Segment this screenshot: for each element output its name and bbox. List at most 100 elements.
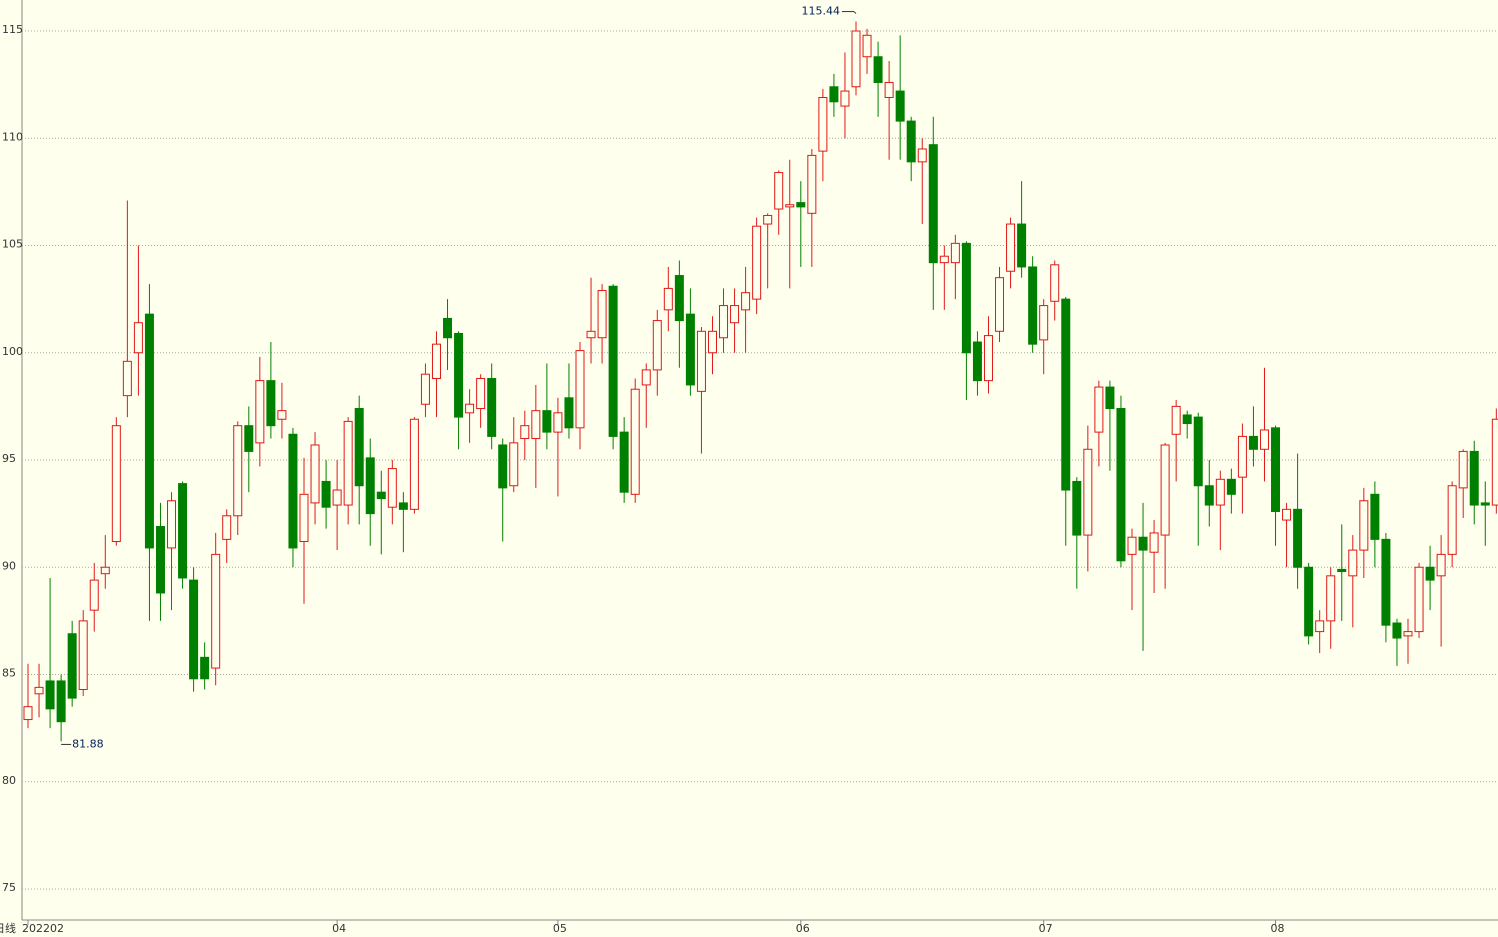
y-tick-label: 80 (2, 774, 16, 787)
candle-body (343, 420, 353, 506)
candle-body (354, 408, 364, 487)
candle-body (774, 172, 784, 210)
candle-body (950, 242, 960, 264)
candle-body (1215, 478, 1225, 506)
candle-body (763, 214, 773, 225)
candle-body (1116, 408, 1126, 562)
candle-body (1127, 536, 1137, 555)
candle-body (1348, 549, 1358, 577)
candle-body (1039, 305, 1049, 341)
candle-body (674, 275, 684, 322)
candle-body (89, 579, 99, 611)
candle-body (1006, 223, 1016, 272)
candle-body (509, 442, 519, 487)
candle-body (1436, 553, 1446, 577)
candle-body (1193, 416, 1203, 487)
candle-body (1072, 480, 1082, 536)
candle-body (167, 500, 177, 549)
candle-body (1182, 414, 1192, 425)
candle-body (332, 489, 342, 506)
candle-body (983, 335, 993, 382)
candle-body (873, 56, 883, 83)
candle-body (531, 410, 541, 440)
y-tick-label: 110 (2, 130, 23, 143)
candle-body (619, 431, 629, 493)
candle-body (1259, 429, 1269, 450)
candle-body (608, 285, 618, 437)
x-tick-label: 06 (796, 922, 810, 935)
candle-body (1138, 536, 1148, 551)
candle-body (862, 34, 872, 58)
candle-body (155, 525, 165, 594)
candle-body (1480, 502, 1490, 506)
candle-body (884, 81, 894, 98)
candle-body (277, 410, 287, 420)
y-tick-label: 85 (2, 667, 16, 680)
y-tick-label: 95 (2, 452, 16, 465)
candle-body (807, 154, 817, 214)
candle-body (78, 620, 88, 691)
candle-body (840, 90, 850, 107)
candle-body (233, 425, 243, 517)
candle-body (961, 242, 971, 354)
annotation: 115.44 (802, 5, 841, 18)
candle-body (498, 444, 508, 489)
candle-body (520, 425, 530, 440)
candle-body (917, 148, 927, 163)
candle-body (1392, 622, 1402, 639)
candle-body (1226, 478, 1236, 495)
candle-body (1028, 266, 1038, 345)
candle-body (222, 515, 232, 540)
candle-body (365, 457, 375, 515)
candle-body (189, 579, 199, 680)
candle-body (465, 403, 475, 414)
candle-body (741, 292, 751, 311)
candle-body (1248, 435, 1258, 450)
candle-body (387, 468, 397, 508)
candle-body (200, 656, 210, 680)
candle-body (487, 377, 497, 437)
y-tick-label: 75 (2, 881, 16, 894)
candle-body (906, 120, 916, 163)
annotation: 81.88 (72, 737, 104, 750)
y-tick-label: 105 (2, 238, 23, 251)
y-tick-label: 115 (2, 23, 23, 36)
candle-body (1171, 405, 1181, 435)
candle-body (1447, 485, 1457, 555)
candle-body (928, 144, 938, 264)
candle-body (796, 202, 806, 208)
candle-body (818, 96, 828, 152)
candle-body (1293, 508, 1303, 568)
candle-body (144, 313, 154, 549)
candle-body (100, 566, 110, 575)
x-tick-label: 202202 (22, 922, 64, 935)
candle-body (1315, 620, 1325, 633)
candle-body (1237, 435, 1247, 478)
candle-body (111, 425, 121, 543)
candle-body (542, 410, 552, 433)
candle-body (1326, 575, 1336, 622)
candle-body (553, 412, 563, 433)
candle-body (1061, 298, 1071, 491)
candle-body (630, 388, 640, 495)
candle-body (34, 686, 44, 695)
candle-body (730, 305, 740, 324)
annotation-arrow (853, 11, 857, 14)
candle-body (376, 491, 386, 500)
candle-body (1370, 493, 1380, 540)
candle-body (564, 397, 574, 429)
candle-body (1160, 444, 1170, 536)
candle-body (133, 322, 143, 354)
candle-body (829, 86, 839, 103)
candle-body (895, 90, 905, 122)
candle-body (1458, 450, 1468, 489)
candle-body (685, 313, 695, 386)
candle-body (1425, 566, 1435, 581)
candle-body (1359, 500, 1369, 551)
candle-body (707, 330, 717, 354)
candle-body (454, 332, 464, 418)
candle-body (178, 483, 188, 579)
candle-body (719, 305, 729, 339)
x-tick-label: 08 (1271, 922, 1285, 935)
candle-body (45, 680, 55, 710)
